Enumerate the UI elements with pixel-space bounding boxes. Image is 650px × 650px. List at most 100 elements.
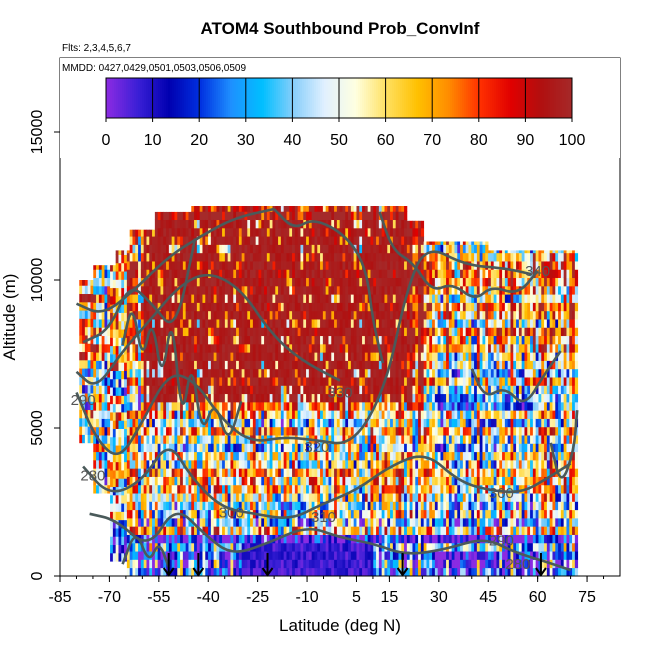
heatmap-cell — [202, 352, 206, 361]
heatmap-cell — [208, 426, 212, 436]
heatmap-cell — [250, 418, 254, 428]
heatmap-cell — [146, 476, 150, 486]
heatmap-cell — [306, 542, 310, 552]
heatmap-cell — [261, 468, 265, 477]
heatmap-cell — [194, 418, 198, 428]
heatmap-cell — [373, 542, 377, 552]
heatmap-cell — [132, 385, 136, 395]
heatmap-cell — [317, 227, 321, 237]
heatmap-cell — [244, 261, 248, 270]
heatmap-cell — [188, 269, 192, 279]
heatmap-cell — [118, 329, 122, 338]
heatmap-cell — [236, 418, 240, 428]
heatmap-cell — [342, 285, 346, 295]
heatmap-cell — [124, 511, 128, 521]
heatmap-cell — [395, 244, 399, 254]
heatmap-cell — [278, 567, 282, 576]
heatmap-cell — [278, 302, 282, 312]
heatmap-cell — [90, 368, 94, 377]
heatmap-cell — [328, 206, 332, 212]
heatmap-cell — [280, 211, 285, 221]
heatmap-cell — [317, 360, 321, 370]
heatmap-cell — [224, 534, 229, 544]
heatmap-cell — [356, 269, 360, 279]
heatmap-cell — [210, 459, 215, 469]
heatmap-cell — [180, 551, 184, 560]
heatmap-cell — [339, 277, 343, 287]
heatmap-cell — [314, 443, 318, 453]
heatmap-cell — [112, 370, 117, 380]
heatmap-cell — [112, 436, 117, 446]
heatmap-cell — [244, 567, 248, 576]
heatmap-cell — [252, 410, 257, 419]
heatmap-cell — [196, 377, 201, 386]
heatmap-cell — [328, 418, 332, 428]
heatmap-cell — [320, 401, 324, 411]
heatmap-cell — [398, 509, 402, 519]
heatmap-cell — [233, 236, 237, 245]
heatmap-cell — [286, 252, 290, 262]
heatmap-cell — [300, 567, 304, 576]
heatmap-cell — [96, 265, 100, 270]
heatmap-cell — [210, 310, 215, 320]
heatmap-cell — [328, 551, 332, 560]
heatmap-cell — [252, 368, 257, 378]
heatmap-cell — [140, 327, 145, 337]
heatmap-cell — [146, 252, 150, 262]
heatmap-cell — [135, 443, 139, 453]
heatmap-cell — [283, 517, 287, 527]
heatmap-cell — [258, 294, 262, 303]
heatmap-cell — [359, 368, 363, 378]
heatmap-cell — [275, 368, 279, 378]
heatmap-cell — [342, 451, 346, 461]
heatmap-cell — [303, 319, 307, 328]
heatmap-cell — [168, 526, 173, 535]
heatmap-cell — [199, 352, 203, 361]
heatmap-cell — [278, 451, 282, 461]
heatmap-cell — [143, 310, 147, 320]
heatmap-cell — [110, 420, 114, 429]
heatmap-cell — [364, 368, 369, 378]
heatmap-cell — [311, 352, 315, 361]
heatmap-cell — [362, 252, 366, 262]
heatmap-cell — [283, 476, 287, 486]
heatmap-cell — [177, 319, 181, 328]
heatmap-cell — [320, 277, 324, 287]
heatmap-cell — [289, 410, 293, 419]
heatmap-cell — [370, 534, 374, 544]
heatmap-cell — [93, 277, 97, 287]
heatmap-cell — [219, 277, 223, 287]
heatmap-cell — [314, 327, 318, 337]
heatmap-cell — [238, 567, 243, 576]
heatmap-cell — [311, 559, 315, 569]
heatmap-cell — [163, 360, 167, 370]
heatmap-cell — [378, 302, 383, 312]
heatmap-cell — [390, 559, 394, 569]
heatmap-cell — [208, 285, 212, 295]
heatmap-cell — [348, 211, 352, 221]
heatmap-cell — [289, 426, 293, 436]
heatmap-cell — [238, 476, 243, 486]
heatmap-cell — [255, 352, 259, 361]
heatmap-cell — [404, 269, 408, 279]
heatmap-cell — [194, 343, 198, 353]
heatmap-cell — [146, 385, 150, 395]
heatmap-cell — [345, 567, 349, 576]
heatmap-cell — [177, 261, 181, 270]
heatmap-cell — [331, 236, 335, 245]
heatmap-cell — [138, 493, 142, 502]
heatmap-cell — [233, 219, 237, 229]
heatmap-cell — [149, 368, 153, 378]
heatmap-cell — [320, 269, 324, 279]
heatmap-cell — [392, 443, 397, 453]
heatmap-cell — [96, 459, 100, 469]
heatmap-cell — [107, 352, 111, 361]
heatmap-cell — [345, 451, 349, 461]
heatmap-cell — [129, 559, 133, 569]
heatmap-cell — [404, 219, 408, 229]
heatmap-cell — [331, 534, 335, 544]
heatmap-cell — [367, 551, 371, 560]
heatmap-cell — [149, 559, 153, 569]
heatmap-cell — [261, 476, 265, 486]
heatmap-cell — [297, 426, 301, 436]
